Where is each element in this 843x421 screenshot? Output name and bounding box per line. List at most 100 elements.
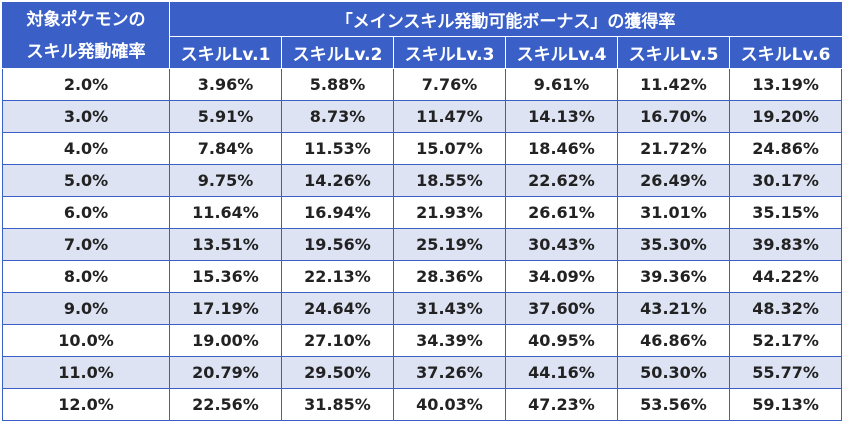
value-cell: 25.19%	[393, 228, 506, 261]
table-body: 2.0% 3.96% 5.88% 7.76% 9.61% 11.42% 13.19% 3.0%…	[2, 68, 843, 421]
corner-header-line-2: スキル発動確率	[26, 41, 146, 62]
level-header: スキルLv.3	[393, 36, 506, 69]
table-row: 9.0% 17.19% 24.64% 31.43% 37.60% 43.21% 48.32%	[2, 292, 843, 325]
level-header: スキルLv.2	[281, 36, 394, 69]
value-cell: 21.93%	[393, 196, 506, 229]
value-cell: 44.22%	[728, 260, 843, 293]
rate-cell: 2.0%	[2, 68, 170, 101]
value-cell: 39.83%	[728, 228, 843, 261]
value-cell: 44.16%	[505, 356, 618, 389]
rate-cell: 10.0%	[2, 324, 170, 357]
value-cell: 43.21%	[617, 292, 730, 325]
value-cell: 18.55%	[393, 164, 506, 197]
value-cell: 19.20%	[728, 100, 843, 133]
value-cell: 24.64%	[281, 292, 394, 325]
value-cell: 19.00%	[169, 324, 282, 357]
value-cell: 34.39%	[393, 324, 506, 357]
value-cell: 8.73%	[281, 100, 394, 133]
value-cell: 7.76%	[393, 68, 506, 101]
value-cell: 26.61%	[505, 196, 618, 229]
value-cell: 50.30%	[617, 356, 730, 389]
table-row: 11.0% 20.79% 29.50% 37.26% 44.16% 50.30% 55.77…	[2, 356, 843, 389]
corner-header: 対象ポケモンの スキル発動確率	[2, 2, 170, 69]
value-cell: 5.88%	[281, 68, 394, 101]
rate-cell: 7.0%	[2, 228, 170, 261]
value-cell: 18.46%	[505, 132, 618, 165]
value-cell: 16.94%	[281, 196, 394, 229]
header-row-levels: スキルLv.1 スキルLv.2 スキルLv.3 スキルLv.4 スキルLv.5 …	[3, 36, 843, 69]
value-cell: 26.49%	[617, 164, 730, 197]
rate-cell: 9.0%	[2, 292, 170, 325]
level-header: スキルLv.6	[728, 36, 843, 69]
rate-cell: 5.0%	[2, 164, 170, 197]
value-cell: 35.30%	[617, 228, 730, 261]
value-cell: 31.43%	[393, 292, 506, 325]
level-header: スキルLv.4	[505, 36, 618, 69]
corner-header-line-1: 対象ポケモンの	[26, 9, 146, 30]
level-header: スキルLv.1	[169, 36, 282, 69]
value-cell: 21.72%	[617, 132, 730, 165]
value-cell: 19.56%	[281, 228, 394, 261]
table-row: 2.0% 3.96% 5.88% 7.76% 9.61% 11.42% 13.19%	[2, 68, 843, 101]
value-cell: 24.86%	[728, 132, 843, 165]
value-cell: 13.19%	[728, 68, 843, 101]
value-cell: 52.17%	[728, 324, 843, 357]
rate-cell: 8.0%	[2, 260, 170, 293]
value-cell: 35.15%	[728, 196, 843, 229]
level-header: スキルLv.5	[617, 36, 730, 69]
value-cell: 53.56%	[617, 388, 730, 421]
value-cell: 11.53%	[281, 132, 394, 165]
rate-cell: 11.0%	[2, 356, 170, 389]
value-cell: 7.84%	[169, 132, 282, 165]
value-cell: 5.91%	[169, 100, 282, 133]
table-row: 12.0% 22.56% 31.85% 40.03% 47.23% 53.56% 59.13…	[2, 388, 843, 421]
value-cell: 47.23%	[505, 388, 618, 421]
value-cell: 16.70%	[617, 100, 730, 133]
value-cell: 31.85%	[281, 388, 394, 421]
value-cell: 14.26%	[281, 164, 394, 197]
value-cell: 34.09%	[505, 260, 618, 293]
value-cell: 27.10%	[281, 324, 394, 357]
value-cell: 48.32%	[728, 292, 843, 325]
value-cell: 29.50%	[281, 356, 394, 389]
value-cell: 30.17%	[728, 164, 843, 197]
value-cell: 20.79%	[169, 356, 282, 389]
value-cell: 40.03%	[393, 388, 506, 421]
header-row-group: 対象ポケモンの スキル発動確率 「メインスキル発動可能ボーナス」の獲得率	[2, 2, 843, 69]
value-cell: 31.01%	[617, 196, 730, 229]
value-cell: 17.19%	[169, 292, 282, 325]
value-cell: 11.64%	[169, 196, 282, 229]
value-cell: 9.75%	[169, 164, 282, 197]
value-cell: 9.61%	[505, 68, 618, 101]
value-cell: 46.86%	[617, 324, 730, 357]
rate-cell: 3.0%	[2, 100, 170, 133]
table-row: 4.0% 7.84% 11.53% 15.07% 18.46% 21.72% 24.86%	[2, 132, 843, 165]
table-row: 8.0% 15.36% 22.13% 28.36% 34.09% 39.36% 44.22%	[2, 260, 843, 293]
value-cell: 40.95%	[505, 324, 618, 357]
value-cell: 22.13%	[281, 260, 394, 293]
value-cell: 15.36%	[169, 260, 282, 293]
table-row: 5.0% 9.75% 14.26% 18.55% 22.62% 26.49% 30.17%	[2, 164, 843, 197]
group-header: 「メインスキル発動可能ボーナス」の獲得率	[168, 2, 843, 37]
value-cell: 13.51%	[169, 228, 282, 261]
value-cell: 55.77%	[728, 356, 843, 389]
table-row: 3.0% 5.91% 8.73% 11.47% 14.13% 16.70% 19.20%	[2, 100, 843, 133]
value-cell: 11.47%	[393, 100, 506, 133]
table-row: 7.0% 13.51% 19.56% 25.19% 30.43% 35.30% 39.83%	[2, 228, 843, 261]
value-cell: 22.62%	[505, 164, 618, 197]
value-cell: 37.60%	[505, 292, 618, 325]
value-cell: 15.07%	[393, 132, 506, 165]
value-cell: 39.36%	[617, 260, 730, 293]
table-row: 6.0% 11.64% 16.94% 21.93% 26.61% 31.01% 35.15%	[2, 196, 843, 229]
value-cell: 28.36%	[393, 260, 506, 293]
value-cell: 14.13%	[505, 100, 618, 133]
value-cell: 11.42%	[617, 68, 730, 101]
value-cell: 3.96%	[169, 68, 282, 101]
value-cell: 37.26%	[393, 356, 506, 389]
table-row: 10.0% 19.00% 27.10% 34.39% 40.95% 46.86% 52.17…	[2, 324, 843, 357]
value-cell: 59.13%	[728, 388, 843, 421]
value-cell: 22.56%	[169, 388, 282, 421]
rate-cell: 12.0%	[2, 388, 170, 421]
